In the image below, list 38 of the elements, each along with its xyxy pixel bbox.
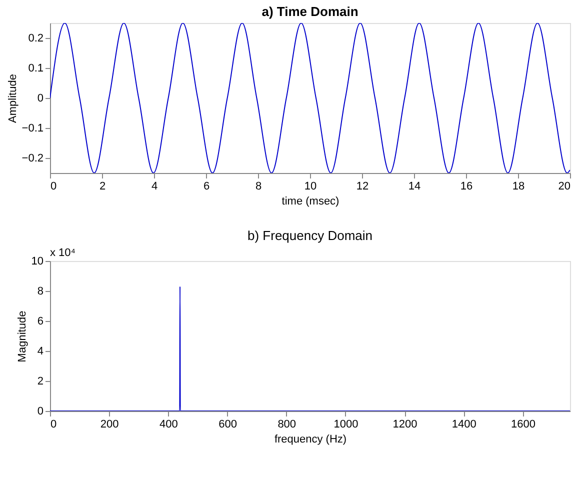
x-tick-label: 0 <box>50 418 57 430</box>
x-tick-label: 400 <box>160 418 178 430</box>
y-axis-title: Magnitude <box>16 310 28 362</box>
y-tick-label: 6 <box>37 316 44 328</box>
chart-title: b) Frequency Domain <box>248 228 372 243</box>
y-axis-title: Amplitude <box>6 74 19 123</box>
x-tick-label: 6 <box>203 180 210 192</box>
y-tick-label: 2 <box>37 376 44 388</box>
x-tick-label: 1200 <box>392 418 418 430</box>
x-tick-label: 4 <box>151 180 158 192</box>
y-tick-label: 0.1 <box>28 62 44 74</box>
x-tick-label: 800 <box>278 418 296 430</box>
x-tick-label: 12 <box>356 180 369 192</box>
y-tick-label: 0.2 <box>28 32 44 44</box>
x-tick-label: 600 <box>218 418 237 430</box>
y-tick-label: 0 <box>37 406 44 418</box>
text: x 10⁴ <box>50 247 76 259</box>
x-tick-label: 1600 <box>510 418 536 430</box>
x-tick-label: 0 <box>50 180 57 192</box>
y-tick-label: 4 <box>37 346 44 358</box>
x-tick-label: 10 <box>304 180 317 192</box>
x-tick-label: 8 <box>255 180 262 192</box>
y-tick-label: −0.1 <box>22 122 44 134</box>
x-tick-label: 14 <box>408 180 421 192</box>
x-axis-title: frequency (Hz) <box>274 434 347 446</box>
y-tick-label: −0.2 <box>22 152 44 164</box>
x-tick-label: 1000 <box>334 418 358 430</box>
y-tick-label: 8 <box>37 286 44 298</box>
y-tick-label: 10 <box>31 256 44 268</box>
x-tick-label: 2 <box>99 180 106 192</box>
x-tick-label: 18 <box>512 180 525 192</box>
y-tick-label: 0 <box>37 92 44 104</box>
x-tick-label: 200 <box>100 418 119 430</box>
x-tick-label: 16 <box>460 180 473 192</box>
x-tick-label: 20 <box>558 180 570 192</box>
chart-title: a) Time Domain <box>262 4 358 19</box>
x-axis-title: time (msec) <box>282 196 340 208</box>
x-tick-label: 1400 <box>452 418 476 430</box>
